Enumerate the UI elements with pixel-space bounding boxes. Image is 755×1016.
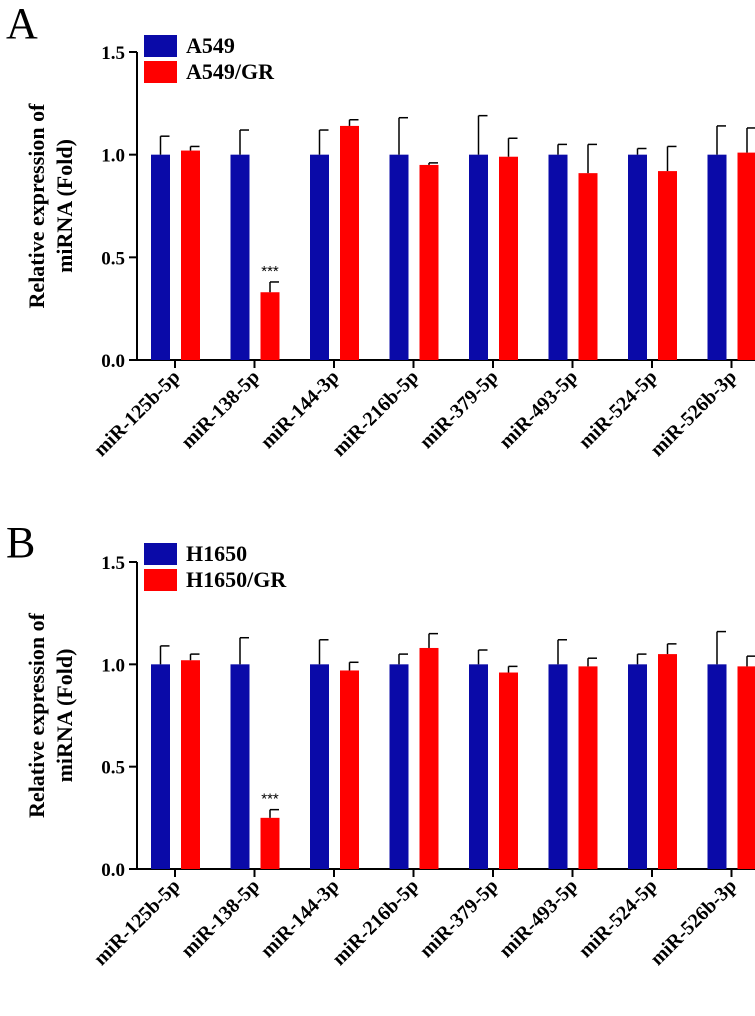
x-tick-label: miR-216b-5p bbox=[328, 366, 423, 461]
legend-label: A549/GR bbox=[186, 59, 275, 84]
legend-label: H1650 bbox=[186, 541, 247, 566]
x-tick-label: miR-216b-5p bbox=[328, 875, 423, 970]
x-tick-label: miR-138-5p bbox=[177, 875, 264, 962]
chart-panel-b: B Relative expression of miRNA (Fold) 0.0 0.… bbox=[6, 518, 755, 970]
bar-a549-mir-144-3p bbox=[310, 154, 329, 360]
bar-h1650-gr-mir-144-3p bbox=[340, 670, 359, 869]
bar-a549-gr-mir-216b-5p bbox=[419, 164, 439, 360]
bar-a549-gr-mir-379-5p bbox=[499, 156, 518, 360]
legend-swatch bbox=[144, 61, 177, 83]
y-axis-label-line2: miRNA (Fold) bbox=[52, 649, 77, 783]
bar-h1650-mir-379-5p bbox=[469, 664, 488, 869]
bar-a549-mir-493-5p bbox=[548, 154, 568, 360]
y-tick-label: 0.5 bbox=[101, 758, 125, 779]
bar-a549-mir-125b-5p bbox=[151, 154, 170, 360]
legend-swatch bbox=[144, 543, 177, 565]
bar-h1650-gr-mir-493-5p bbox=[578, 666, 598, 869]
y-tick-label: 1.5 bbox=[101, 43, 125, 64]
x-tick-label: miR-125b-5p bbox=[90, 366, 185, 461]
y-tick-label: 0.5 bbox=[101, 248, 125, 269]
significance-marker: *** bbox=[261, 791, 279, 808]
bar-h1650-gr-mir-526b-3p bbox=[737, 666, 755, 869]
x-tick-label: miR-138-5p bbox=[177, 366, 264, 453]
bar-h1650-mir-125b-5p bbox=[151, 664, 170, 869]
x-tick-label: miR-526b-3p bbox=[646, 366, 741, 461]
y-tick-label: 1.5 bbox=[101, 553, 125, 574]
x-tick-label: miR-493-5p bbox=[495, 366, 582, 453]
bar-h1650-gr-mir-125b-5p bbox=[181, 660, 200, 869]
bar-a549-gr-mir-493-5p bbox=[578, 173, 598, 360]
x-tick-label: miR-379-5p bbox=[415, 366, 502, 453]
bar-h1650-mir-216b-5p bbox=[389, 664, 409, 869]
bar-a549-mir-524-5p bbox=[628, 154, 647, 360]
bar-h1650-gr-mir-524-5p bbox=[658, 654, 677, 869]
y-axis-label-line1: Relative expression of bbox=[24, 103, 49, 309]
chart-panel-a: A Relative expression of miRNA (Fold) 0.0 0.… bbox=[6, 0, 755, 461]
bar-a549-mir-379-5p bbox=[469, 154, 488, 360]
bar-h1650-gr-mir-379-5p bbox=[499, 672, 518, 869]
x-tick-label: miR-144-3p bbox=[256, 366, 343, 453]
x-tick-label: miR-144-3p bbox=[256, 875, 343, 962]
x-tick-label: miR-379-5p bbox=[415, 875, 502, 962]
y-axis-label-line1: Relative expression of bbox=[24, 612, 49, 818]
bar-a549-gr-mir-138-5p bbox=[260, 292, 280, 360]
bar-h1650-mir-144-3p bbox=[310, 664, 329, 869]
bar-a549-gr-mir-526b-3p bbox=[737, 152, 755, 360]
y-tick-label: 1.0 bbox=[101, 146, 125, 167]
bar-h1650-gr-mir-138-5p bbox=[260, 817, 280, 869]
x-tick-label: miR-493-5p bbox=[495, 875, 582, 962]
bar-a549-gr-mir-524-5p bbox=[658, 171, 677, 360]
bar-a549-mir-138-5p bbox=[230, 154, 250, 360]
panel-letter: A bbox=[6, 0, 38, 48]
x-tick-label: miR-524-5p bbox=[574, 366, 661, 453]
legend-swatch bbox=[144, 35, 177, 57]
legend-label: H1650/GR bbox=[186, 567, 287, 592]
y-tick-label: 1.0 bbox=[101, 655, 125, 676]
bar-a549-mir-526b-3p bbox=[707, 154, 727, 360]
legend-swatch bbox=[144, 569, 177, 591]
bar-h1650-mir-524-5p bbox=[628, 664, 647, 869]
bar-h1650-gr-mir-216b-5p bbox=[419, 647, 439, 869]
bar-h1650-mir-493-5p bbox=[548, 664, 568, 869]
y-tick-label: 0.0 bbox=[101, 351, 125, 372]
y-axis-label-line2: miRNA (Fold) bbox=[52, 139, 77, 273]
bar-a549-mir-216b-5p bbox=[389, 154, 409, 360]
y-tick-label: 0.0 bbox=[101, 860, 125, 881]
significance-marker: *** bbox=[261, 263, 279, 280]
x-tick-label: miR-125b-5p bbox=[90, 875, 185, 970]
x-tick-label: miR-524-5p bbox=[574, 875, 661, 962]
legend-label: A549 bbox=[186, 33, 235, 58]
bar-h1650-mir-138-5p bbox=[230, 664, 250, 869]
bar-a549-gr-mir-125b-5p bbox=[181, 150, 200, 360]
bar-a549-gr-mir-144-3p bbox=[340, 125, 359, 360]
bar-h1650-mir-526b-3p bbox=[707, 664, 727, 869]
x-tick-label: miR-526b-3p bbox=[646, 875, 741, 970]
panel-letter: B bbox=[6, 518, 35, 567]
